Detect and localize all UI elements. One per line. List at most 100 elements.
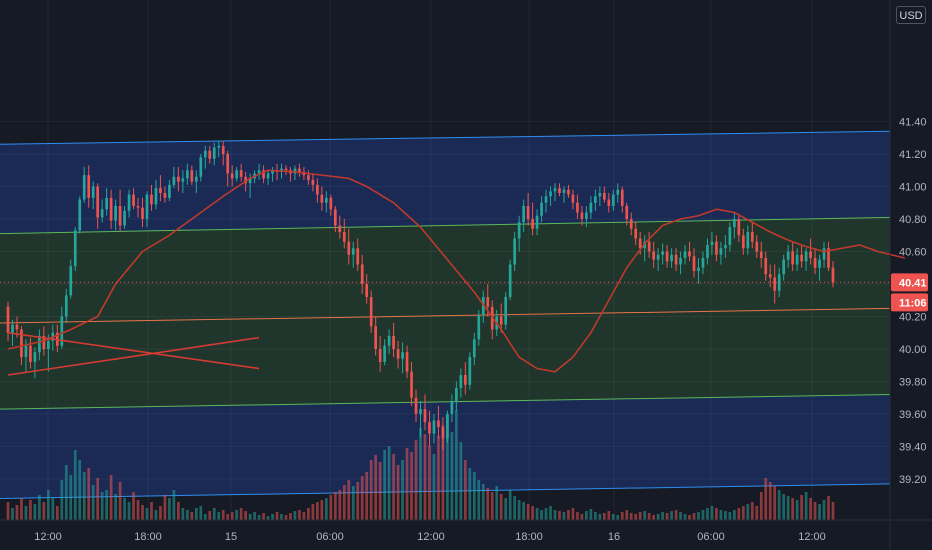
volume-bar [419, 428, 422, 520]
volume-bar [316, 502, 319, 520]
candle-body [24, 345, 28, 358]
candle-body [96, 186, 100, 218]
candle-body [818, 259, 821, 268]
candle-body [293, 168, 297, 174]
candle-body [437, 420, 440, 427]
volume-bar [526, 504, 530, 520]
volume-bar [665, 513, 669, 520]
candle-body [526, 206, 530, 219]
volume-bar [324, 498, 328, 520]
volume-bar [302, 512, 306, 520]
candle-body [114, 206, 117, 221]
volume-bar [186, 510, 189, 520]
candle-body [419, 409, 422, 414]
currency-button[interactable]: USD [896, 6, 926, 24]
volume-bar [428, 446, 431, 520]
candle-body [629, 219, 633, 229]
volume-bar [253, 512, 256, 520]
candle-body [118, 206, 122, 226]
volume-bar [73, 450, 77, 520]
x-tick-label: 12:00 [34, 531, 62, 543]
candle-body [549, 191, 552, 197]
volume-bar [280, 514, 283, 520]
volume-bar [602, 513, 606, 520]
candle-body [248, 178, 252, 184]
volume-bar [481, 484, 485, 520]
volume-bar [168, 498, 171, 520]
candle-body [347, 241, 351, 255]
candle-body [683, 251, 687, 258]
volume-bar [804, 492, 808, 520]
candle-body [468, 357, 472, 385]
y-tick-label: 40.00 [899, 344, 927, 356]
volume-bar [82, 472, 86, 520]
channel-line-inner-upper [0, 216, 891, 235]
volume-bar [607, 511, 611, 520]
y-tick-label: 39.60 [899, 409, 927, 421]
candle-body [571, 194, 575, 203]
candle-body [239, 170, 243, 177]
candle-body [540, 202, 543, 216]
candle-body [230, 173, 234, 179]
volume-bar [674, 510, 678, 520]
candle-body [822, 248, 826, 260]
candle-body [91, 186, 95, 198]
candle-body [392, 336, 395, 349]
volume-bar [11, 508, 14, 520]
candle-body [60, 316, 64, 346]
volume-bar [455, 410, 458, 520]
candle-body [154, 188, 158, 205]
volume-bar [531, 506, 534, 520]
candle-body [414, 397, 418, 414]
volume-bar [782, 494, 786, 520]
volume-bar [791, 498, 794, 520]
candle-body [459, 375, 463, 388]
volume-bar [289, 513, 292, 520]
candle-body [387, 336, 391, 346]
volume-bar [199, 506, 203, 520]
candle-body [652, 251, 655, 260]
volume-bar [813, 502, 817, 520]
candle-body [733, 219, 736, 228]
x-tick-label: 12:00 [417, 531, 445, 543]
countdown-tag: 11:06 [899, 297, 927, 309]
candle-body [150, 194, 153, 205]
volume-bar [383, 450, 386, 520]
volume-bar [508, 490, 512, 520]
volume-bar [585, 511, 588, 520]
volume-bar [338, 490, 342, 520]
candle-body [284, 168, 288, 171]
volume-bar [468, 468, 472, 520]
candle-body [827, 248, 830, 268]
volume-bar [410, 452, 413, 520]
volume-bar [342, 485, 346, 520]
candle-body [499, 316, 503, 325]
volume-bar [701, 510, 705, 520]
candle-body [168, 184, 171, 198]
volume-bar [571, 508, 575, 520]
candle-body [504, 297, 508, 325]
volume-bar [42, 502, 46, 520]
candle-body [82, 175, 86, 200]
candle-body [351, 248, 355, 255]
volume-bar [706, 508, 709, 520]
candle-body [141, 207, 144, 219]
candle-body [159, 188, 162, 193]
candle-body [396, 349, 400, 359]
volume-bar [159, 506, 162, 520]
candle-body [620, 189, 624, 206]
volume-bar [764, 478, 768, 520]
trend-line [7, 331, 260, 370]
candle-body [217, 145, 221, 148]
candle-body [11, 324, 14, 333]
volume-bar [437, 436, 440, 520]
candle-body [172, 176, 176, 185]
volume-bar [724, 511, 727, 520]
candle-body [755, 241, 759, 252]
volume-bar [562, 512, 566, 520]
volume-bars [6, 410, 835, 520]
volume-bar [827, 496, 830, 520]
candle-body [746, 232, 750, 249]
